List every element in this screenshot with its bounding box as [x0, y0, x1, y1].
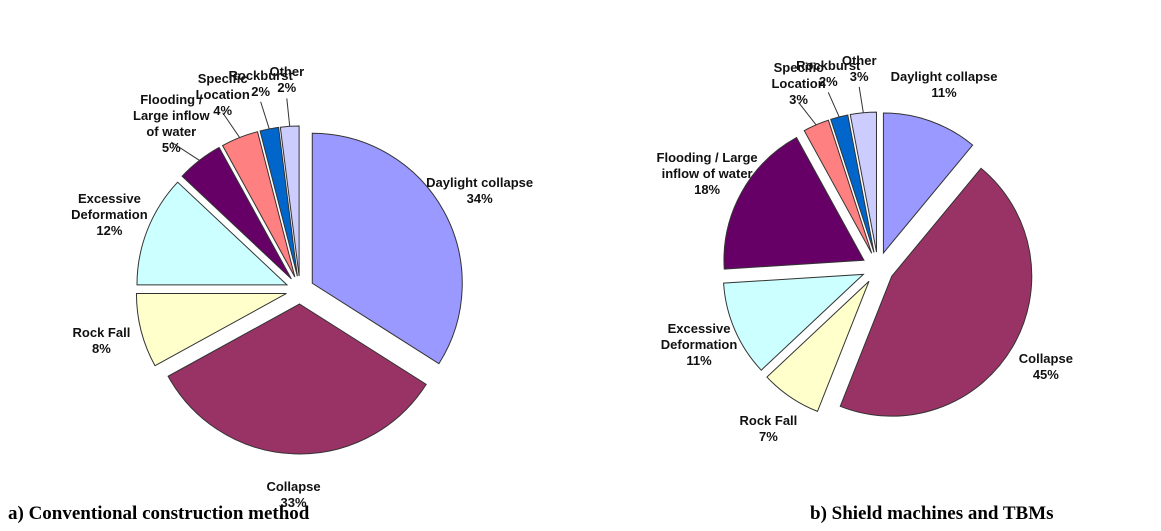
pie-slice	[167, 303, 427, 455]
category-label: Excessive Deformation	[71, 190, 148, 222]
value-label: 11%	[931, 84, 957, 100]
slice-label: Flooding / Large inflow of water 18%	[642, 150, 772, 198]
category-label: Rock Fall	[72, 324, 131, 340]
value-label: 2%	[277, 80, 297, 96]
category-label: Specific Location	[771, 60, 826, 92]
value-label: 45%	[1032, 367, 1059, 383]
pie-slice	[766, 280, 870, 413]
pie-slice	[311, 132, 463, 365]
caption: b) Shield machines and TBMs	[810, 503, 1054, 524]
leader-line	[286, 98, 291, 127]
value-label: 5%	[161, 140, 181, 156]
category-label: Daylight collapse	[426, 175, 534, 191]
slice-label: Collapse 33%	[229, 479, 359, 511]
slice-label: Rockburst 2%	[783, 58, 873, 90]
pie-slice	[849, 111, 877, 253]
value-label: 2%	[818, 74, 838, 90]
category-label: Rockburst	[228, 67, 293, 83]
category-label: Other	[269, 64, 305, 80]
slice-label: Rock Fall 8%	[36, 325, 166, 357]
leader-line	[858, 86, 864, 113]
leader-line	[222, 112, 241, 138]
category-label: Excessive Deformation	[660, 321, 738, 353]
pie-slice	[839, 167, 1033, 417]
category-label: Rock Fall	[739, 413, 798, 429]
slice-label: Rockburst 2%	[216, 68, 306, 100]
value-label: 3%	[849, 68, 869, 84]
value-label: 4%	[213, 102, 233, 118]
pie-slice	[181, 146, 292, 280]
pie-slice	[221, 131, 296, 278]
category-label: Other	[841, 52, 877, 68]
slice-label: Specific Location 4%	[178, 71, 268, 119]
category-label: Daylight collapse	[890, 68, 998, 84]
value-label: 12%	[96, 222, 123, 238]
pie-slice	[882, 112, 974, 255]
pie-slice	[259, 126, 298, 277]
leader-line	[827, 92, 840, 118]
slice-label: Rock Fall 7%	[703, 413, 833, 445]
value-label: 2%	[251, 83, 271, 99]
slice-label: Collapse 45%	[981, 351, 1111, 383]
value-label: 3%	[789, 92, 808, 108]
leader-line	[171, 141, 200, 161]
slice-label: Specific Location 3%	[754, 60, 844, 108]
category-label: Collapse	[1018, 351, 1073, 367]
slice-label: Daylight collapse 11%	[879, 69, 1009, 101]
category-label: Flooding / Large inflow of water	[656, 150, 758, 182]
slice-label: Other 3%	[814, 53, 904, 85]
leader-line	[260, 101, 270, 130]
value-label: 11%	[686, 353, 712, 369]
category-label: Specific Location	[195, 70, 250, 102]
value-label: 8%	[92, 340, 111, 356]
category-label: Rockburst	[796, 58, 861, 74]
slice-label: Daylight collapse 34%	[415, 175, 545, 207]
caption: a) Conventional construction method	[8, 503, 310, 524]
slice-label: Excessive Deformation 12%	[44, 191, 174, 239]
category-label: Collapse	[266, 478, 321, 494]
pie-slice	[830, 114, 875, 253]
pie-slice	[136, 181, 289, 286]
pie-slice	[723, 136, 865, 270]
pie-slice	[135, 292, 287, 367]
pie-slice	[723, 273, 865, 371]
category-label: Flooding / Large inflow of water	[133, 92, 210, 140]
value-label: 34%	[466, 191, 493, 207]
leader-line	[798, 102, 817, 126]
slice-label: Excessive Deformation 11%	[634, 321, 764, 369]
value-label: 18%	[694, 182, 721, 198]
value-label: 7%	[758, 429, 778, 445]
value-label: 33%	[280, 494, 307, 510]
slice-label: Flooding / Large inflow of water 5%	[126, 92, 216, 156]
slice-label: Other 2%	[242, 64, 332, 96]
